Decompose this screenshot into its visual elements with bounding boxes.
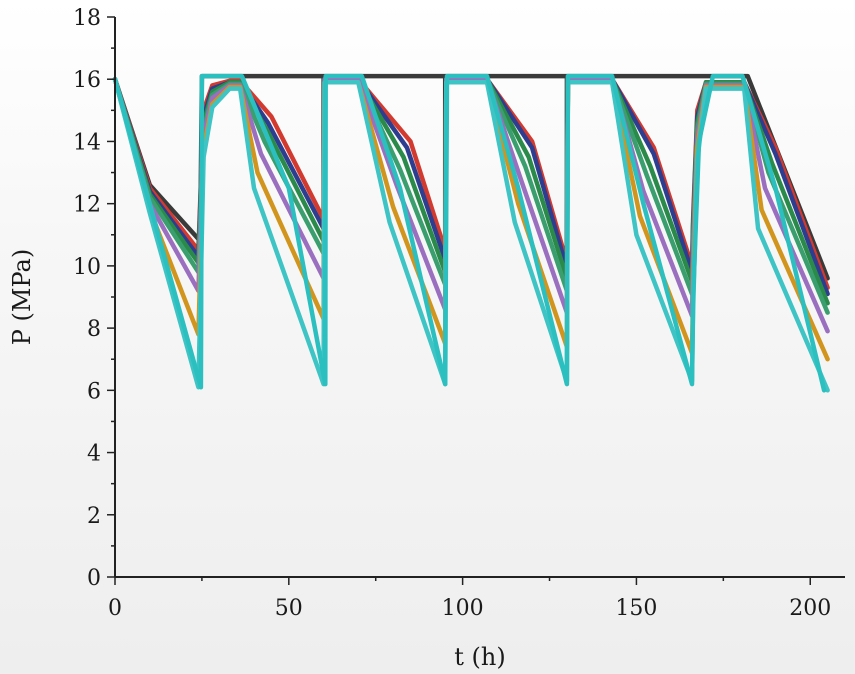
y-tick-label: 0 [87, 566, 101, 591]
series-line-2 [112, 76, 830, 290]
series-line-3 [112, 76, 830, 297]
series-line-6 [112, 76, 830, 334]
series-line-7 [112, 76, 830, 362]
axes-layer [114, 17, 845, 578]
x-tick-label: 200 [789, 596, 831, 621]
x-tick-label: 50 [275, 596, 303, 621]
y-tick-label: 6 [87, 379, 101, 404]
x-tick-label: 150 [615, 596, 657, 621]
y-tick-label: 2 [87, 504, 101, 529]
y-axis-title: P (MPa) [8, 249, 36, 345]
y-tick-label: 10 [73, 255, 101, 280]
series-line-9 [112, 73, 827, 393]
series-layer [112, 73, 830, 393]
series-line-1 [112, 73, 830, 281]
y-tick-label: 4 [87, 442, 101, 467]
tick-layer: 0 2 4 6 8 10 12 14 16 18 0 50 100 150 200 [73, 6, 831, 621]
y-tick-label: 8 [87, 317, 101, 342]
x-tick-label: 100 [442, 596, 484, 621]
y-tick-label: 18 [73, 6, 101, 31]
x-axis-title: t (h) [454, 643, 505, 671]
y-tick-label: 12 [73, 193, 101, 218]
y-tick-label: 14 [73, 130, 101, 155]
series-line-5 [112, 76, 830, 315]
series-line-8 [112, 76, 830, 393]
x-tick-label: 0 [108, 596, 122, 621]
y-tick-label: 16 [73, 68, 101, 93]
series-line-4 [112, 76, 830, 306]
